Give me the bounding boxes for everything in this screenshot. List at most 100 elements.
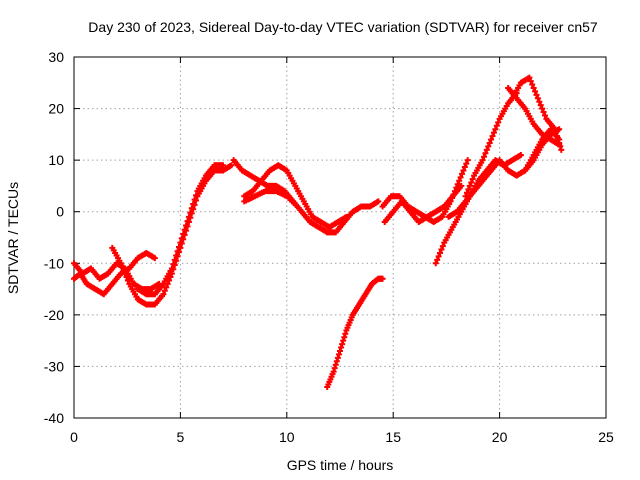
series-arc-7 [241, 188, 301, 210]
data-point [558, 146, 565, 153]
data-point [541, 112, 548, 119]
data-point [540, 109, 547, 116]
data-point [173, 252, 180, 259]
data-point [124, 277, 131, 284]
data-point [187, 209, 194, 216]
data-point [489, 133, 496, 140]
data-point [123, 274, 130, 281]
data-point [532, 88, 539, 95]
data-point [342, 330, 349, 337]
data-point [119, 263, 126, 270]
data-point [435, 253, 442, 260]
data-point [486, 139, 493, 146]
data-point [469, 176, 476, 183]
data-point [175, 243, 182, 250]
data-points [71, 74, 565, 391]
data-point [338, 344, 345, 351]
data-point [183, 222, 190, 229]
data-point [456, 177, 463, 184]
series-arc-6 [241, 162, 350, 231]
data-point [332, 361, 339, 368]
x-tick-label: 15 [385, 429, 401, 445]
data-point [379, 275, 386, 282]
data-point [193, 192, 200, 199]
data-point [557, 143, 564, 150]
data-point [375, 198, 382, 205]
data-point [485, 143, 492, 150]
data-point [461, 164, 468, 171]
series-arc-10 [381, 182, 465, 226]
data-point [517, 151, 524, 158]
data-point [437, 249, 444, 256]
chart-title: Day 230 of 2023, Sidereal Day-to-day VTE… [88, 19, 598, 35]
data-point [160, 291, 167, 298]
data-point [341, 334, 348, 341]
data-point [530, 84, 537, 91]
data-point [534, 95, 541, 102]
data-point [330, 368, 337, 375]
data-point [529, 81, 536, 88]
data-point [191, 196, 198, 203]
data-point [454, 181, 461, 188]
x-tick-label: 25 [598, 429, 614, 445]
data-point [333, 358, 340, 365]
data-point [463, 160, 470, 167]
y-tick-label: 0 [56, 204, 64, 220]
data-point [168, 265, 175, 272]
data-point [466, 182, 473, 189]
data-point [171, 256, 178, 263]
data-point [188, 205, 195, 212]
data-point [537, 102, 544, 109]
data-point [495, 119, 502, 126]
data-point [465, 186, 472, 193]
data-point [185, 213, 192, 220]
data-point [434, 256, 441, 263]
x-tick-label: 0 [70, 429, 78, 445]
data-point [536, 98, 543, 105]
x-tick-label: 5 [177, 429, 185, 445]
data-point [161, 287, 168, 294]
data-point [177, 239, 184, 246]
y-tick-label: -20 [44, 307, 64, 323]
data-point [488, 136, 495, 143]
data-point [490, 129, 497, 136]
series-arc-13 [462, 90, 520, 200]
plot-frame [73, 56, 607, 419]
y-tick-label: 20 [48, 101, 64, 117]
data-point [294, 203, 301, 210]
series-arc-5 [230, 157, 382, 236]
data-point [492, 126, 499, 133]
data-point [174, 248, 181, 255]
data-point [526, 74, 533, 81]
data-point [228, 162, 235, 169]
series-arc-3 [109, 162, 235, 308]
data-point [432, 260, 439, 267]
data-point [468, 179, 475, 186]
data-point [493, 122, 500, 129]
data-point [556, 136, 563, 143]
data-point [181, 226, 188, 233]
data-point [463, 189, 470, 196]
data-point [482, 150, 489, 157]
data-point [190, 200, 197, 207]
data-point [340, 337, 347, 344]
data-point [527, 78, 534, 85]
tick-labels: 0 5 10 15 20 25 -40 -30 -20 -10 0 10 20 30 [44, 49, 614, 445]
y-tick-label: -40 [44, 410, 64, 426]
data-point [163, 284, 170, 291]
data-point [458, 182, 465, 189]
data-point [335, 351, 342, 358]
data-point [462, 193, 469, 200]
data-point [457, 174, 464, 181]
data-point [460, 167, 467, 174]
series-arc-8 [324, 275, 386, 391]
data-point [479, 157, 486, 164]
data-point [184, 218, 191, 225]
y-axis-label: SDTVAR / TECUs [5, 182, 21, 294]
data-point [219, 162, 226, 169]
y-tick-label: -30 [44, 358, 64, 374]
data-point [533, 91, 540, 98]
data-point [438, 246, 445, 253]
data-point [337, 347, 343, 354]
